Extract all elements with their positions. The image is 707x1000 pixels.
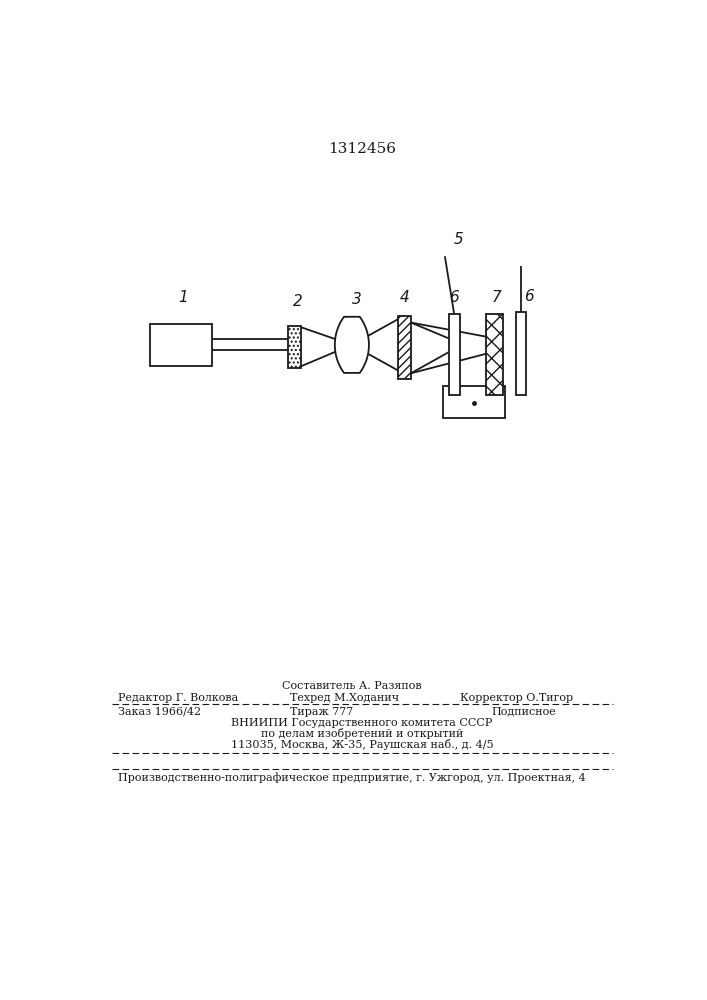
Text: Заказ 1966/42: Заказ 1966/42 — [118, 707, 201, 717]
Text: ВНИИПИ Государственного комитета СССР: ВНИИПИ Государственного комитета СССР — [231, 718, 493, 728]
Text: Редактор Г. Волкова: Редактор Г. Волкова — [118, 693, 238, 703]
Text: 4: 4 — [399, 290, 409, 305]
Text: 6: 6 — [525, 289, 534, 304]
Bar — [151, 324, 212, 366]
Bar — [486, 314, 503, 395]
Text: 5: 5 — [454, 232, 464, 247]
Text: Производственно-полиграфическое предприятие, г. Ужгород, ул. Проектная, 4: Производственно-полиграфическое предприя… — [118, 772, 585, 783]
Bar — [398, 316, 411, 379]
Bar — [449, 314, 460, 395]
Bar — [443, 386, 505, 418]
Text: Техред М.Ходанич: Техред М.Ходанич — [290, 693, 399, 703]
Text: 113035, Москва, Ж-35, Раушская наб., д. 4/5: 113035, Москва, Ж-35, Раушская наб., д. … — [230, 739, 493, 750]
Polygon shape — [335, 317, 369, 373]
Bar — [516, 312, 526, 395]
Text: по делам изобретений и открытий: по делам изобретений и открытий — [261, 728, 463, 739]
Text: Составитель А. Разяпов: Составитель А. Разяпов — [282, 681, 421, 691]
Text: Тираж 777: Тираж 777 — [290, 707, 353, 717]
Text: 1: 1 — [178, 290, 188, 305]
Bar — [288, 326, 300, 368]
Text: 3: 3 — [351, 292, 361, 307]
Text: 1312456: 1312456 — [328, 142, 396, 156]
Text: 7: 7 — [491, 290, 501, 305]
Text: 6: 6 — [450, 290, 459, 305]
Text: Корректор О.Тигор: Корректор О.Тигор — [460, 693, 573, 703]
Text: 2: 2 — [293, 294, 303, 309]
Text: Подписное: Подписное — [491, 707, 556, 717]
